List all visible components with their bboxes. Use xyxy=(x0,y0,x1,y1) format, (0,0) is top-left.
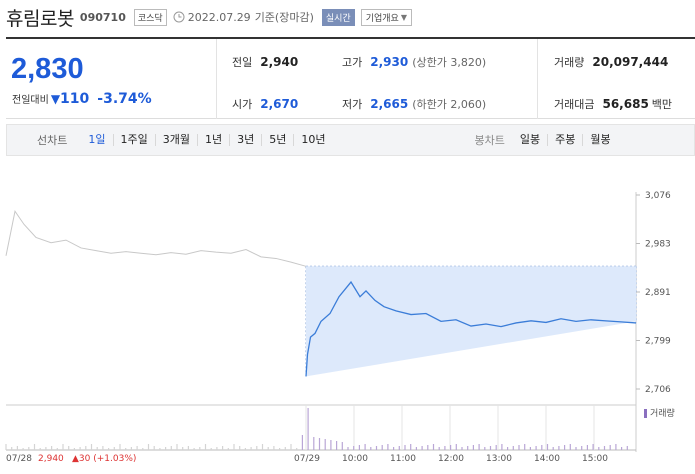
open-label: 시가 xyxy=(232,98,253,111)
tab-10y[interactable]: 10년 xyxy=(293,134,332,146)
current-price-box: 2,830 전일대비 ▼ 110 -3.74% xyxy=(6,39,216,119)
candle-chart-label: 봉차트 xyxy=(474,134,505,147)
y-tick-label: 2,706 xyxy=(645,385,671,395)
tab-weekly-candle[interactable]: 주봉 xyxy=(547,134,582,146)
corp-info-label: 기업개요 xyxy=(365,13,399,24)
open-cell: 시가 2,670 xyxy=(232,96,298,112)
low-label: 저가 xyxy=(342,98,363,111)
amount-label: 거래대금 xyxy=(554,98,595,111)
prev-day-date: 07/28 xyxy=(6,454,32,464)
open-value: 2,670 xyxy=(260,97,299,111)
chart-period-tabs: 선차트 1일 1주일 3개월 1년 3년 5년 10년 봉차트 일봉 주봉 월봉 xyxy=(6,124,695,156)
market-badge: 코스닥 xyxy=(133,8,167,26)
y-tick-label: 3,076 xyxy=(645,191,671,201)
volume-cell: 거래량 20,097,444 xyxy=(554,54,668,70)
change-amount: 110 xyxy=(60,91,90,107)
prev-close-cell: 전일 2,940 xyxy=(232,54,298,70)
today-area-fill xyxy=(306,266,636,377)
today-price-line xyxy=(305,280,637,377)
tab-1y[interactable]: 1년 xyxy=(197,134,229,146)
current-price: 2,830 xyxy=(11,53,84,85)
x-tick-label: 10:00 xyxy=(342,454,368,464)
change-row: 전일대비 ▼ 110 -3.74% xyxy=(12,91,152,107)
trade-date: 2022.07.29 xyxy=(187,10,251,24)
tab-1w[interactable]: 1주일 xyxy=(112,134,155,146)
high-cell: 고가 2,930 (상한가 3,820) xyxy=(342,54,486,70)
clock-icon xyxy=(173,11,185,23)
x-tick-label: 11:00 xyxy=(390,454,416,464)
tab-3y[interactable]: 3년 xyxy=(229,134,261,146)
y-tick-label: 2,891 xyxy=(645,288,671,298)
tab-monthly-candle[interactable]: 월봉 xyxy=(582,134,617,146)
chevron-down-icon: ▼ xyxy=(400,12,407,22)
low-value: 2,665 xyxy=(370,97,409,111)
x-tick-label: 12:00 xyxy=(438,454,464,464)
live-button[interactable]: 실시간 xyxy=(321,8,355,26)
volume-axis-label: 거래량 xyxy=(650,407,675,419)
tab-1d[interactable]: 1일 xyxy=(88,133,106,146)
amount-cell: 거래대금 56,685 백만 xyxy=(554,96,672,112)
lower-limit: (하한가 2,060) xyxy=(412,98,487,111)
change-percent: -3.74% xyxy=(97,91,152,107)
volume-legend-icon xyxy=(644,409,647,418)
amount-unit: 백만 xyxy=(651,98,673,111)
down-arrow-icon: ▼ xyxy=(50,92,61,106)
prev-day-close: 2,940 xyxy=(38,454,64,464)
upper-limit: (상한가 3,820) xyxy=(412,56,487,69)
amount-value: 56,685 xyxy=(602,97,649,111)
volume-value: 20,097,444 xyxy=(592,55,669,69)
prev-close-label: 전일 xyxy=(232,56,253,69)
stock-code: 090710 xyxy=(79,10,126,24)
prev-day-line xyxy=(5,209,307,267)
stock-header: 휴림로봇 090710 코스닥 2022.07.29 기준(장마감) 실시간 기… xyxy=(6,4,412,30)
prev-close-value: 2,940 xyxy=(260,55,299,69)
low-cell: 저가 2,665 (하한가 2,060) xyxy=(342,96,486,112)
divider xyxy=(216,39,217,119)
corp-info-dropdown[interactable]: 기업개요 ▼ xyxy=(360,8,412,26)
trade-basis: 기준(장마감) xyxy=(254,11,314,24)
volume-label: 거래량 xyxy=(554,56,585,69)
divider xyxy=(537,39,538,119)
stock-name: 휴림로봇 xyxy=(6,7,74,30)
tab-3m[interactable]: 3개월 xyxy=(154,134,197,146)
y-tick-label: 2,983 xyxy=(645,240,671,250)
x-tick-label: 15:00 xyxy=(582,454,608,464)
tab-daily-candle[interactable]: 일봉 xyxy=(519,133,541,146)
prev-day-change: ▲30 (+1.03%) xyxy=(72,454,136,464)
x-tick-label: 07/29 xyxy=(294,454,320,464)
line-chart-label: 선차트 xyxy=(37,134,68,147)
x-tick-label: 13:00 xyxy=(486,454,512,464)
price-summary: 2,830 전일대비 ▼ 110 -3.74% 전일 2,940 시가 2,67… xyxy=(6,37,695,119)
tab-5y[interactable]: 5년 xyxy=(261,134,293,146)
y-tick-label: 2,799 xyxy=(645,337,671,347)
high-value: 2,930 xyxy=(370,55,409,69)
high-label: 고가 xyxy=(342,56,363,69)
change-label: 전일대비 xyxy=(12,95,49,106)
x-tick-label: 14:00 xyxy=(534,454,560,464)
